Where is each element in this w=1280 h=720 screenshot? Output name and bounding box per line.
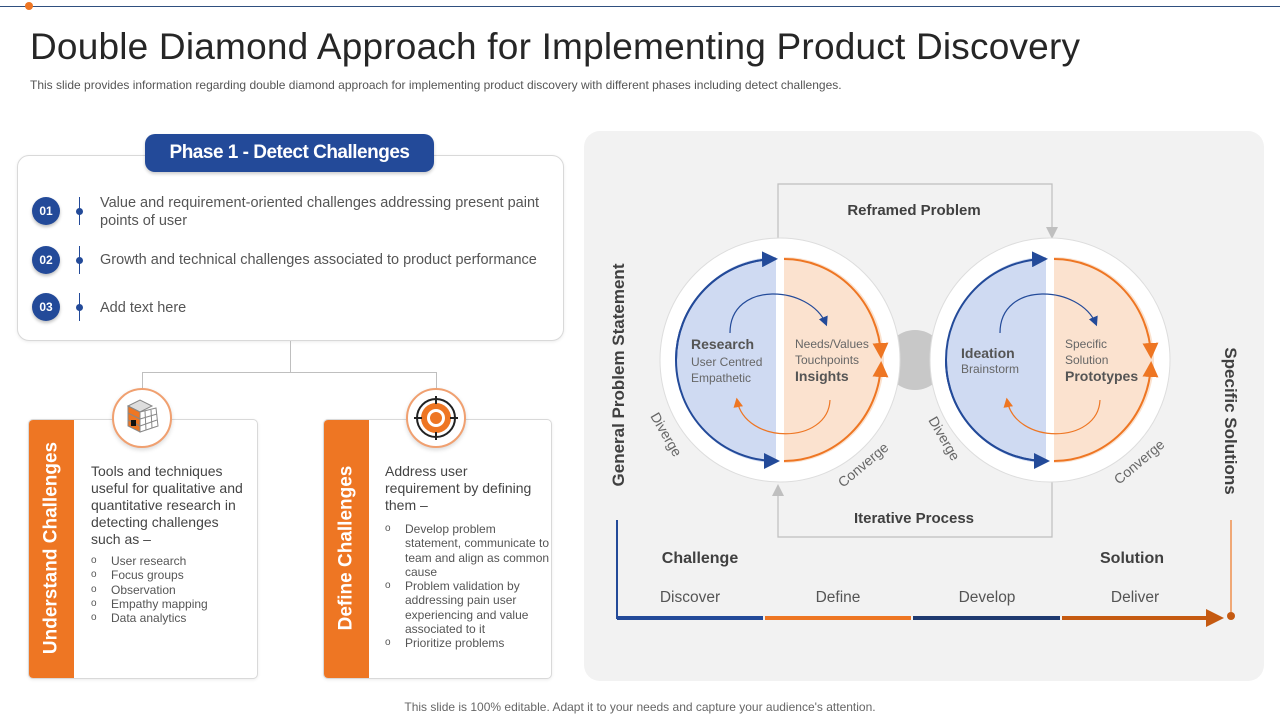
link-circle [885, 330, 945, 390]
list-item: 02 Growth and technical challenges assoc… [32, 246, 550, 274]
item-number: 01 [32, 197, 60, 225]
bullet-item: Problem validation by addressing pain us… [385, 579, 550, 636]
define-bullets: Develop problem statement, communicate t… [385, 522, 550, 651]
d2-title: Ideation [961, 345, 1015, 361]
bullet-item: User research [91, 554, 208, 569]
arrow-up-icon [772, 484, 784, 496]
target-icon [406, 388, 466, 448]
page-title: Double Diamond Approach for Implementing… [30, 26, 1081, 67]
connector [436, 372, 437, 390]
bullet-marker [60, 293, 100, 321]
define-card: Define Challenges Address user requireme… [323, 419, 552, 679]
item-number: 02 [32, 246, 60, 274]
define-strip [324, 420, 369, 678]
d1-rline: Needs/Values [795, 337, 869, 351]
bottom-label: Iterative Process [854, 510, 974, 527]
d2-rtitle: Prototypes [1065, 368, 1138, 384]
stage-deliver: Deliver [1111, 589, 1159, 606]
understand-text: Tools and techniques useful for qualitat… [91, 463, 243, 547]
phase-title: Phase 1 - Detect Challenges [145, 134, 434, 172]
diamond-2 [929, 237, 1171, 483]
bullet-item: Prioritize problems [385, 636, 550, 651]
footer-note: This slide is 100% editable. Adapt it to… [404, 700, 876, 714]
diamond-1 [659, 237, 901, 483]
stage-discover: Discover [660, 589, 720, 606]
item-text: Add text here [100, 300, 187, 316]
arrow-down-icon [1046, 227, 1058, 239]
connector [142, 372, 437, 373]
d1-line: User Centred [691, 355, 762, 369]
cube-icon [112, 388, 172, 448]
bullet-item: Develop problem statement, communicate t… [385, 522, 550, 579]
solution-label: Solution [1100, 550, 1164, 567]
item-text: Value and requirement-oriented challenge… [100, 195, 540, 229]
d2-rline: Solution [1065, 353, 1108, 367]
bullet-marker [60, 246, 100, 274]
bullet-item: Empathy mapping [91, 597, 208, 612]
list-item: 01 Value and requirement-oriented challe… [32, 195, 550, 230]
reframe-loop [777, 183, 1053, 538]
top-rule [0, 6, 1280, 7]
d1-line: Empathetic [691, 371, 751, 385]
define-text: Address user requirement by defining the… [385, 463, 532, 513]
left-axis-label: General Problem Statement [609, 263, 628, 486]
bullet-item: Observation [91, 583, 208, 598]
arrow-right-icon [1206, 609, 1224, 627]
understand-card: Understand Challenges Tools and techniqu… [28, 419, 258, 679]
stage-develop: Develop [959, 589, 1016, 606]
d1-rtitle: Insights [795, 368, 849, 384]
phase-card [17, 155, 564, 341]
understand-strip [29, 420, 74, 678]
d1-title: Research [691, 336, 754, 352]
bullet-item: Data analytics [91, 611, 208, 626]
bullet-item: Focus groups [91, 568, 208, 583]
item-number: 03 [32, 293, 60, 321]
top-dot [25, 2, 33, 10]
d2-rline: Specific [1065, 337, 1107, 351]
page-subtitle: This slide provides information regardin… [30, 78, 842, 92]
d1-rline: Touchpoints [795, 353, 859, 367]
d2-line: Brainstorm [961, 362, 1019, 376]
item-text: Growth and technical challenges associat… [100, 252, 537, 268]
connector [290, 341, 291, 373]
top-label: Reframed Problem [847, 202, 980, 219]
list-item: 03 Add text here [32, 293, 550, 321]
right-axis-label: Specific Solutions [1221, 347, 1240, 494]
challenge-label: Challenge [662, 550, 739, 567]
connector [142, 372, 143, 390]
understand-bullets: User research Focus groups Observation E… [91, 554, 208, 626]
bullet-marker [60, 197, 100, 225]
stage-define: Define [816, 589, 861, 606]
end-dot [1227, 612, 1235, 620]
